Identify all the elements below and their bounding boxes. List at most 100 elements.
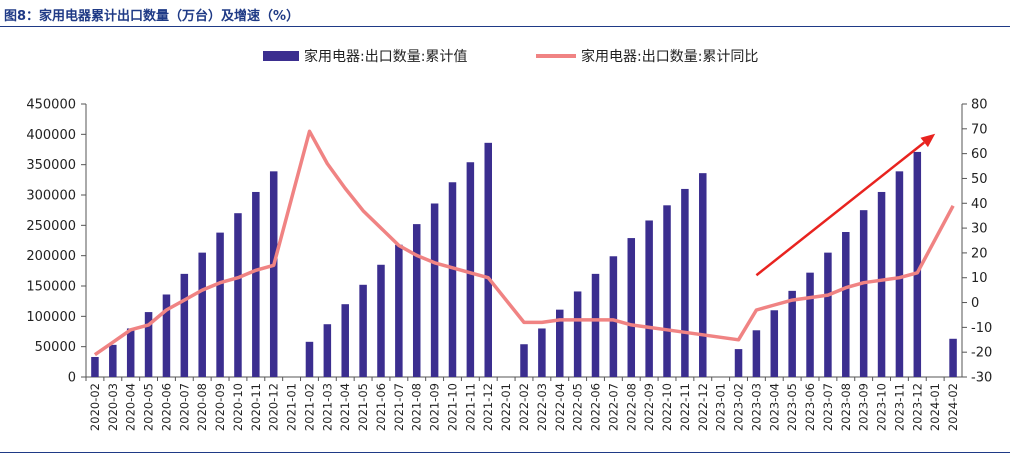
bar-2023-03	[752, 330, 761, 377]
y-right-tick-label: 70	[971, 122, 988, 137]
bar-2020-06	[162, 294, 171, 377]
x-tick-label: 2020-08	[195, 383, 209, 431]
bar-2022-09	[645, 220, 653, 377]
y-left-tick-label: 350000	[26, 158, 76, 173]
x-tick-label: 2023-01	[714, 383, 728, 431]
legend-bar-label: 家用电器:出口数量:累计值	[304, 48, 467, 65]
x-tick-label: 2021-01	[285, 383, 299, 431]
y-left-tick-label: 0	[68, 371, 76, 386]
bar-2021-05	[359, 284, 367, 377]
bar-2021-03	[323, 324, 332, 377]
x-tick-label: 2021-03	[320, 383, 334, 431]
bar-2022-02	[520, 344, 528, 377]
x-tick-label: 2020-05	[142, 383, 156, 431]
x-axis-ticks: 2020-02 2020-03 2020-04 2020-05 2020-06 2020-…	[85, 377, 960, 431]
y-right-tick-label: 0	[971, 296, 979, 311]
bar-2022-04	[556, 309, 564, 377]
bar-series	[91, 142, 957, 377]
y-right-tick-label: 40	[971, 197, 988, 212]
x-tick-label: 2020-09	[213, 383, 227, 431]
x-tick-label: 2023-11	[892, 383, 906, 431]
x-tick-label: 2021-12	[481, 383, 495, 431]
bar-2021-09	[430, 203, 439, 377]
bar-2020-03	[109, 344, 117, 377]
x-tick-label: 2020-02	[88, 383, 102, 431]
bar-2023-08	[842, 232, 850, 377]
bar-2023-02	[734, 349, 743, 377]
bar-2021-12	[484, 142, 492, 377]
bar-2022-07	[609, 256, 618, 377]
line-series	[93, 129, 955, 357]
x-tick-label: 2020-10	[231, 383, 245, 431]
bar-2023-09	[859, 210, 868, 377]
bar-2020-07	[180, 273, 189, 377]
y-right-tick-label: 60	[971, 147, 988, 162]
x-tick-label: 2023-07	[821, 383, 835, 431]
y-left-tick-label: 450000	[26, 98, 76, 113]
bar-2021-11	[466, 162, 475, 377]
x-tick-label: 2022-10	[660, 383, 674, 431]
x-tick-label: 2022-12	[696, 383, 710, 431]
x-tick-label: 2023-02	[732, 383, 746, 431]
x-tick-label: 2020-12	[267, 383, 281, 431]
axes: 0 50000 100000 150000 200000 250000 300000 3500…	[26, 98, 992, 386]
x-tick-label: 2021-08	[410, 383, 424, 431]
y-right-tick-label: -10	[971, 321, 992, 336]
x-tick-label: 2021-06	[374, 383, 388, 431]
bar-2023-05	[788, 290, 796, 377]
bar-2022-05	[573, 291, 582, 377]
x-tick-label: 2024-01	[928, 383, 942, 431]
x-tick-label: 2021-05	[356, 383, 370, 431]
bar-2020-09	[216, 232, 224, 377]
y-left-tick-label: 150000	[26, 280, 76, 295]
x-tick-label: 2020-03	[106, 383, 120, 431]
x-tick-label: 2021-10	[446, 383, 460, 431]
figure-title: 图8：家用电器累计出口数量（万台）及增速（%）	[4, 9, 300, 24]
trend-arrow-annotation	[755, 133, 936, 277]
x-tick-label: 2020-11	[249, 383, 263, 431]
x-tick-label: 2021-02	[303, 383, 317, 431]
bar-2020-04	[126, 328, 135, 377]
bar-2023-04	[770, 310, 779, 377]
x-tick-label: 2023-06	[803, 383, 817, 431]
bar-2021-02	[305, 341, 314, 377]
x-tick-label: 2023-10	[875, 383, 889, 431]
bar-2021-04	[341, 304, 349, 377]
x-tick-label: 2021-07	[392, 383, 406, 431]
bar-2024-02	[949, 338, 957, 377]
x-tick-label: 2024-02	[946, 383, 960, 431]
bar-2021-08	[412, 224, 421, 377]
bar-2022-10	[663, 205, 671, 377]
legend-line-label: 家用电器:出口数量:累计同比	[581, 48, 758, 65]
x-tick-label: 2020-04	[124, 383, 138, 431]
bar-2021-06	[377, 264, 385, 377]
x-tick-label: 2023-08	[839, 383, 853, 431]
bar-2020-08	[198, 252, 206, 377]
y-left-tick-label: 50000	[35, 340, 76, 355]
bar-2022-06	[591, 273, 600, 377]
y-left-tick-label: 300000	[26, 189, 76, 204]
bar-2022-12	[699, 173, 707, 377]
y-left-tick-label: 100000	[26, 310, 76, 325]
x-tick-label: 2021-04	[338, 383, 352, 431]
bar-2020-10	[234, 213, 242, 377]
x-tick-label: 2023-03	[749, 383, 763, 431]
bar-2023-12	[913, 151, 922, 377]
x-tick-label: 2022-07	[606, 383, 620, 431]
x-tick-label: 2022-09	[642, 383, 656, 431]
bar-2022-03	[538, 328, 546, 377]
bar-2023-06	[806, 272, 814, 377]
x-tick-label: 2022-05	[571, 383, 585, 431]
y-left-tick-label: 250000	[26, 219, 76, 234]
arrow-head	[920, 133, 936, 148]
x-tick-label: 2022-01	[499, 383, 513, 431]
x-tick-label: 2020-06	[159, 383, 173, 431]
legend-bar-swatch	[263, 51, 299, 61]
x-tick-label: 2022-08	[624, 383, 638, 431]
x-tick-label: 2022-11	[678, 383, 692, 431]
bar-2021-10	[448, 182, 457, 377]
x-tick-label: 2021-09	[428, 383, 442, 431]
y-right-tick-label: 10	[971, 271, 988, 286]
y-right-tick-label: 50	[971, 172, 988, 187]
arrow-shaft	[755, 141, 925, 277]
